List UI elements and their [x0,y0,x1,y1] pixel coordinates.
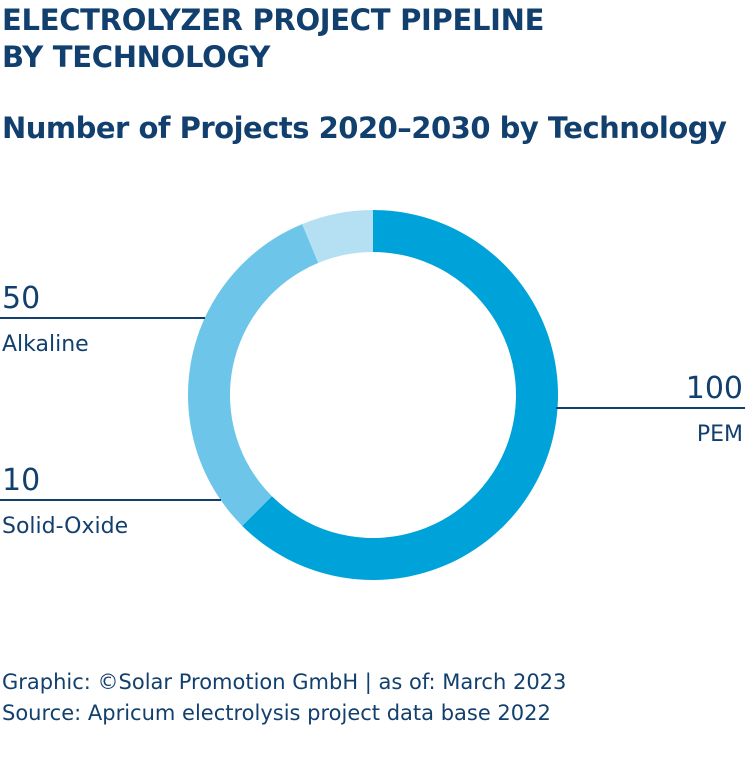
category-label-alkaline: Alkaline [2,332,89,357]
value-label-solid-oxide: 10 [2,463,40,498]
category-label-solid-oxide: Solid-Oxide [2,514,128,539]
source-credit: Source: Apricum electrolysis project dat… [2,701,551,725]
footer-credits: Graphic: ©Solar Promotion GmbH | as of: … [2,667,566,729]
slice-alkaline [188,224,319,526]
slice-pem [242,210,558,580]
chart-title: ELECTROLYZER PROJECT PIPELINE BY TECHNOL… [2,3,545,74]
value-label-pem: 100 [686,371,743,406]
category-label-pem: PEM [697,422,743,447]
value-label-alkaline: 50 [2,281,40,316]
chart-subtitle: Number of Projects 2020–2030 by Technolo… [2,111,727,145]
graphic-credit: Graphic: ©Solar Promotion GmbH | as of: … [2,670,567,694]
slice-solid-oxide [302,210,373,263]
